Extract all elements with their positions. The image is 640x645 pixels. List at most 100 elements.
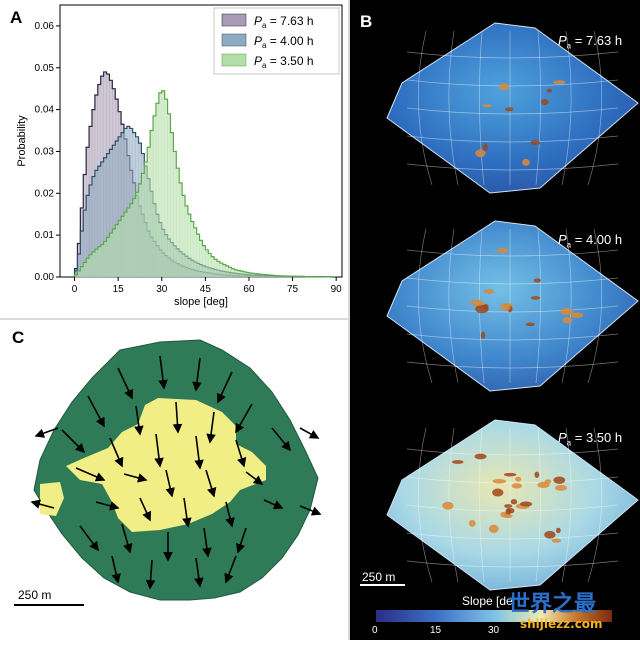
boulder (553, 80, 566, 84)
boulder (531, 296, 540, 300)
boulder (481, 332, 485, 339)
boulder (504, 504, 512, 508)
histogram-bar (107, 237, 110, 277)
boulder (499, 83, 509, 90)
boulder (475, 149, 485, 157)
histogram-bar (150, 131, 153, 277)
histogram-bar (101, 245, 104, 277)
boulder (470, 300, 484, 307)
boulder (526, 323, 535, 327)
y-axis-label: Probability (16, 115, 28, 167)
slope-arrow (300, 428, 318, 438)
histogram-bar (185, 206, 188, 277)
vector-field-map (0, 320, 348, 640)
legend-swatch (222, 14, 246, 26)
boulder (500, 303, 510, 310)
histogram-bar (92, 252, 95, 277)
histogram-bar (168, 114, 171, 277)
boulder (555, 485, 567, 491)
histogram-bar (159, 93, 162, 277)
histogram-bar (191, 222, 194, 277)
histogram-bar (182, 195, 185, 277)
watermark-logo: 世界之最 (508, 586, 596, 618)
y-tick-label: 0.03 (35, 146, 55, 157)
boulder (475, 454, 487, 460)
histogram-bar (170, 133, 173, 277)
histogram-bar (118, 221, 121, 277)
boulder (545, 479, 552, 483)
histogram-bar (141, 173, 144, 277)
x-tick-label: 30 (156, 284, 168, 295)
boulder (571, 312, 583, 318)
boulder (505, 107, 514, 111)
boulder (512, 483, 522, 488)
boulder (544, 531, 555, 539)
boulder (522, 159, 530, 166)
boulder (541, 99, 549, 105)
slope-maps (350, 0, 640, 640)
boulder (556, 528, 561, 533)
histogram-bar (133, 199, 136, 277)
boulder (497, 248, 508, 253)
boulder (489, 525, 499, 533)
histogram-bar (144, 162, 147, 277)
histogram-bar (138, 184, 141, 277)
x-tick-label: 75 (287, 284, 299, 295)
boulder (553, 476, 565, 483)
histogram-bar (136, 192, 139, 277)
y-tick-label: 0.02 (35, 188, 55, 199)
histogram-bar (130, 204, 133, 277)
panel-letter-b: B (360, 12, 372, 32)
histogram-bar (147, 147, 150, 277)
colorbar-label: Slope [de (462, 594, 513, 608)
period-label-2: Pa = 4.00 h (558, 232, 622, 250)
histogram-bar (112, 229, 115, 277)
boulder (534, 472, 539, 478)
histogram-bar (176, 168, 179, 277)
histogram-bar (104, 241, 107, 277)
boulder (534, 278, 541, 282)
boulder (507, 508, 514, 513)
histogram-bar (165, 99, 168, 277)
boulder (483, 144, 488, 151)
y-tick-label: 0.04 (35, 105, 55, 116)
boulder (503, 514, 512, 518)
histogram-bar (188, 214, 191, 277)
histogram-bar (121, 216, 124, 277)
boulder (546, 89, 552, 93)
boulder (442, 502, 453, 510)
x-tick-label: 60 (243, 284, 255, 295)
histogram-bar (220, 263, 223, 277)
panel-c: C 250 m (0, 320, 348, 640)
scale-bar-c-label: 250 m (18, 588, 51, 602)
panel-letter-a: A (10, 8, 22, 28)
watermark-url: shijiezz.com (520, 617, 603, 631)
x-tick-label: 45 (200, 284, 212, 295)
boulder (469, 520, 476, 527)
boulder (530, 140, 540, 145)
boulder (515, 477, 521, 482)
x-axis-label: slope [deg] (174, 296, 228, 308)
histogram-bar (179, 183, 182, 277)
x-tick-label: 90 (331, 284, 343, 295)
boulder (492, 479, 506, 484)
boulder (562, 317, 572, 324)
scale-bar-b-label: 250 m (362, 570, 395, 584)
boulder (560, 308, 573, 315)
histogram-bar (153, 116, 156, 277)
legend-swatch (222, 54, 246, 66)
boulder (504, 473, 517, 477)
boulder (484, 289, 494, 294)
y-tick-label: 0.00 (35, 272, 55, 283)
histogram-bar (156, 103, 159, 277)
histogram-bar (194, 228, 197, 277)
x-tick-label: 15 (113, 284, 125, 295)
histogram-bar (109, 233, 112, 277)
boulder (552, 539, 562, 543)
boulder (511, 499, 518, 504)
histogram-bar (98, 247, 101, 277)
histogram-bar (173, 151, 176, 277)
y-tick-label: 0.01 (35, 230, 55, 241)
boulder (492, 489, 503, 497)
y-tick-label: 0.05 (35, 63, 55, 74)
